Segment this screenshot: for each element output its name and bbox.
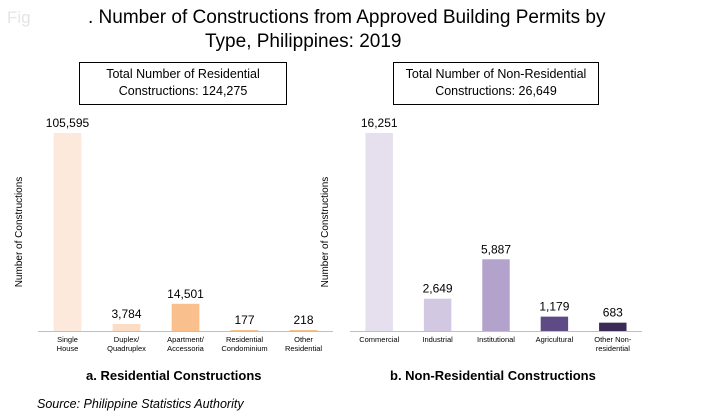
res-data-label-0: 105,595 (46, 116, 90, 130)
nonres-bar-2 (482, 259, 510, 331)
res-bar-1 (112, 323, 141, 331)
residential-total-line2: Constructions: 124,275 (118, 84, 248, 98)
res-bar-0 (53, 133, 82, 331)
chart-title: . Number of Constructions from Approved … (88, 6, 608, 54)
res-tick-label-3-line2: Condominium (221, 344, 267, 353)
nonresidential-total-line1: Total Number of Non-Residential (405, 67, 587, 81)
nonres-chart: Number of Constructions 16,251 Commercial 2… (320, 116, 642, 353)
nonres-bar-4 (599, 322, 627, 331)
residential-total-box: Total Number of Residential Construction… (79, 62, 287, 105)
nonres-tick-label-2: Institutional (477, 335, 515, 344)
nonres-data-label-0: 16,251 (361, 116, 398, 130)
nonres-tick-label-3: Agricultural (536, 335, 574, 344)
res-tick-label-0-line2: House (57, 344, 79, 353)
residential-total-line1: Total Number of Residential (106, 67, 260, 81)
nonres-data-label-3: 1,179 (539, 300, 569, 314)
nonres-data-label-1: 2,649 (423, 282, 453, 296)
res-chart: Number of Constructions 105,595 SingleHous… (14, 116, 333, 353)
nonres-bar-3 (540, 316, 569, 331)
res-tick-label-3: Residential (226, 335, 263, 344)
res-data-label-3: 177 (234, 313, 254, 327)
title-line-2: Type, Philippines: 2019 (205, 31, 402, 52)
res-data-label-2: 14,501 (167, 287, 204, 301)
nonres-tick-label-4-line2: residential (596, 344, 631, 353)
nonres-y-axis-label: Number of Constructions (320, 177, 331, 288)
nonres-data-label-4: 683 (603, 306, 623, 320)
res-tick-label-1: Duplex/ (114, 335, 140, 344)
res-bar-2 (171, 303, 200, 331)
nonres-data-label-2: 5,887 (481, 242, 511, 256)
res-tick-label-0: Single (57, 335, 78, 344)
res-tick-label-4: Other (294, 335, 313, 344)
res-tick-label-2: Apartment/ (167, 335, 205, 344)
nonresidential-total-line2: Constructions: 26,649 (435, 84, 557, 98)
caption-residential: a. Residential Constructions (86, 368, 262, 383)
nonres-bar-1 (423, 298, 452, 331)
nonres-tick-label-4: Other Non- (594, 335, 632, 344)
title-line-1: . Number of Constructions from Approved … (88, 7, 606, 28)
nonres-tick-label-1: Industrial (422, 335, 453, 344)
nonres-bar-0 (365, 133, 393, 331)
res-bar-3 (230, 330, 259, 331)
res-bar-4 (289, 330, 318, 331)
res-data-label-4: 218 (293, 313, 313, 327)
source-note: Source: Philippine Statistics Authority (37, 397, 244, 411)
nonres-tick-label-0: Commercial (359, 335, 399, 344)
res-tick-label-1-line2: Quadruplex (107, 344, 146, 353)
res-data-label-1: 3,784 (111, 307, 141, 321)
nonresidential-total-box: Total Number of Non-Residential Construc… (393, 62, 599, 105)
caption-nonresidential: b. Non-Residential Constructions (390, 368, 596, 383)
res-tick-label-2-line2: Accessoria (167, 344, 205, 353)
res-tick-label-4-line2: Residential (285, 344, 322, 353)
figure-prefix: Fig (7, 8, 31, 27)
res-y-axis-label: Number of Constructions (14, 177, 25, 288)
